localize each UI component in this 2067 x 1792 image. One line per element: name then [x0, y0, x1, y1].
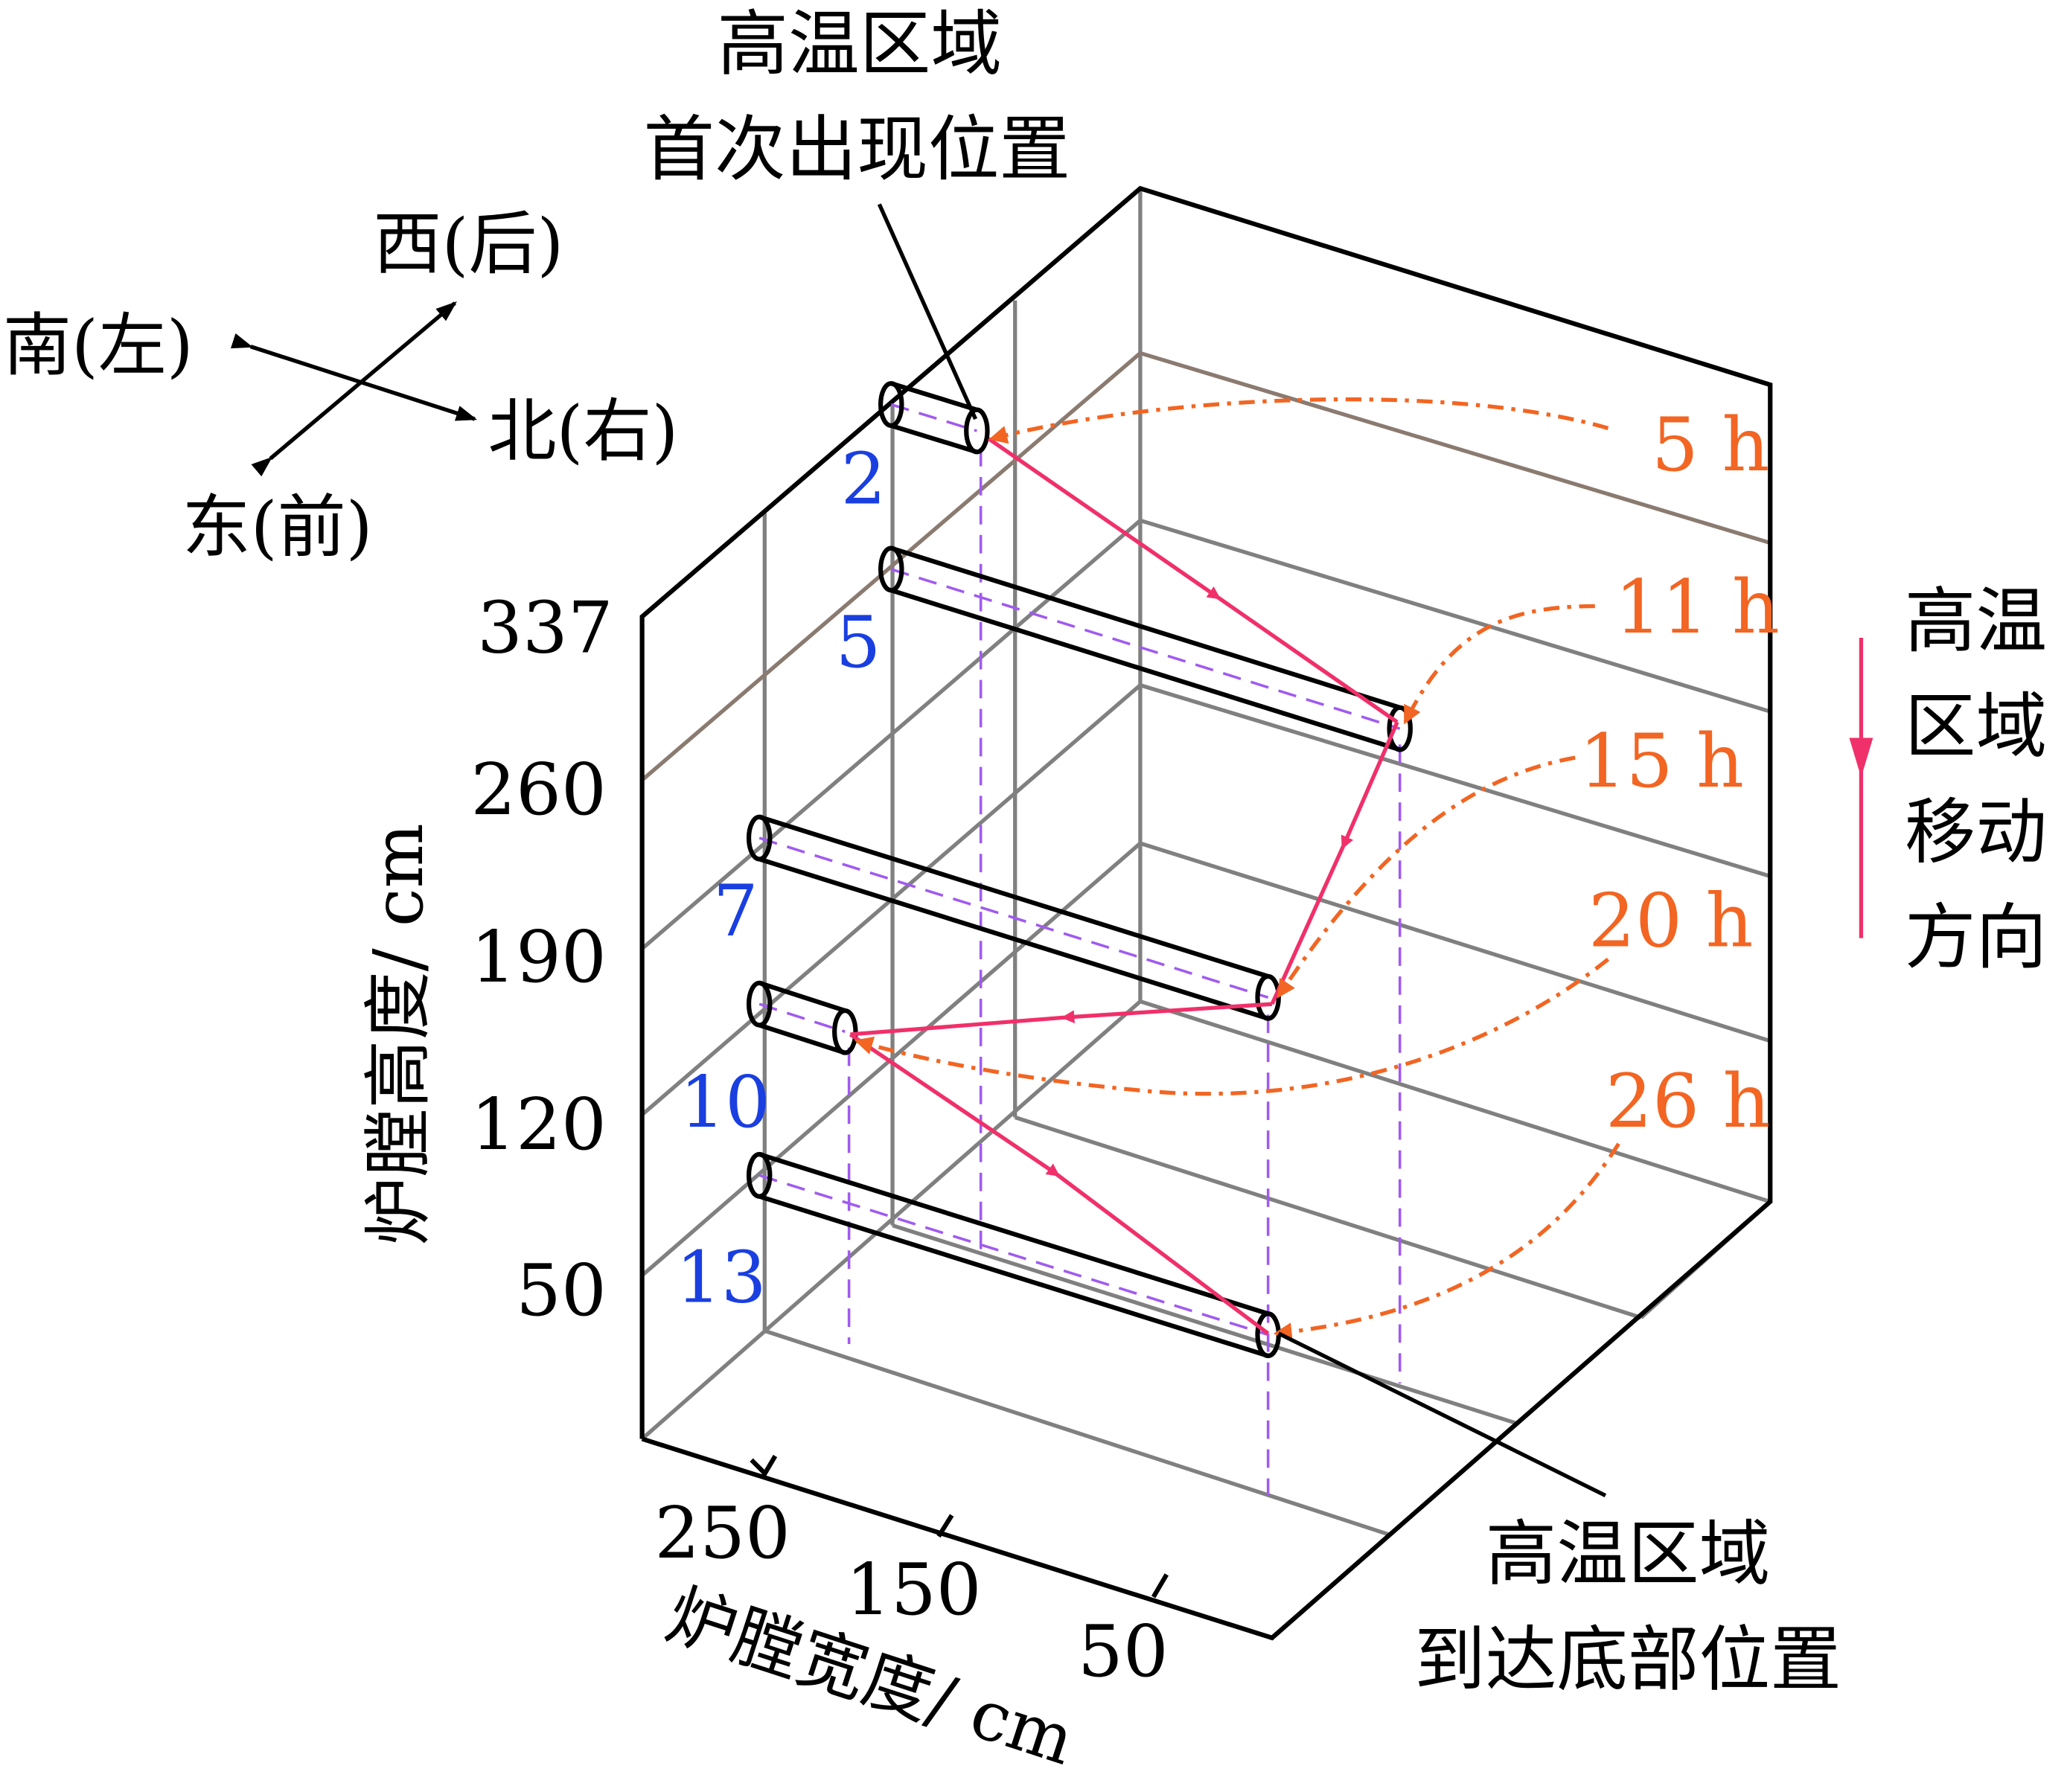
movement-path [849, 437, 1399, 1335]
cylinder-10 [746, 980, 858, 1055]
compass-west: 西(后) [373, 204, 563, 284]
compass-east: 东(前) [182, 487, 373, 567]
legend-line: 高温 [1905, 580, 2047, 663]
leader-top [877, 203, 978, 420]
bottom-annotation-line2: 到达底部位置 [1414, 1618, 1841, 1701]
time-curves [854, 397, 1620, 1341]
top-annotation-line2: 首次出现位置 [643, 108, 1070, 191]
time-label: 11 h [1614, 565, 1780, 650]
cylinder-7 [746, 814, 1281, 1021]
legend: 高温 区域 移动 方向 [1849, 580, 2047, 979]
compass [230, 301, 478, 477]
legend-line: 方向 [1905, 896, 2047, 979]
y-tick: 190 [470, 915, 607, 999]
cylinder-number: 7 [713, 869, 758, 953]
box-outline [639, 185, 1773, 1641]
compass-north: 北(右) [488, 391, 678, 471]
y-tick: 50 [516, 1249, 607, 1332]
compass-south: 南(左) [3, 306, 194, 385]
cylinder-number: 2 [841, 437, 886, 520]
y-axis-label: 炉膛高度/ cm [359, 823, 438, 1245]
leader-bottom [1277, 1331, 1607, 1497]
x-tick: 150 [846, 1548, 982, 1631]
y-tick: 120 [470, 1083, 607, 1166]
time-label: 15 h [1579, 719, 1745, 804]
legend-line: 区域 [1905, 685, 2047, 768]
cylinder-2 [878, 381, 990, 455]
time-label: 20 h [1588, 878, 1754, 964]
y-tick: 260 [470, 748, 607, 831]
grid-lines [640, 188, 1772, 1537]
x-tick: 250 [654, 1491, 790, 1575]
cylinder-number: 13 [676, 1235, 767, 1319]
cylinder-5 [878, 545, 1413, 752]
time-label: 5 h [1652, 403, 1769, 488]
time-label: 26 h [1606, 1059, 1771, 1145]
cylinder-number: 5 [836, 601, 881, 684]
top-annotation-line1: 高温区域 [718, 2, 1002, 86]
legend-line: 移动 [1905, 790, 2047, 874]
cylinder-number: 10 [680, 1060, 770, 1144]
y-tick: 337 [477, 586, 613, 669]
x-tick: 50 [1078, 1610, 1169, 1693]
bottom-annotation-line1: 高温区域 [1486, 1512, 1770, 1596]
arrow-down-icon [1849, 737, 1873, 778]
